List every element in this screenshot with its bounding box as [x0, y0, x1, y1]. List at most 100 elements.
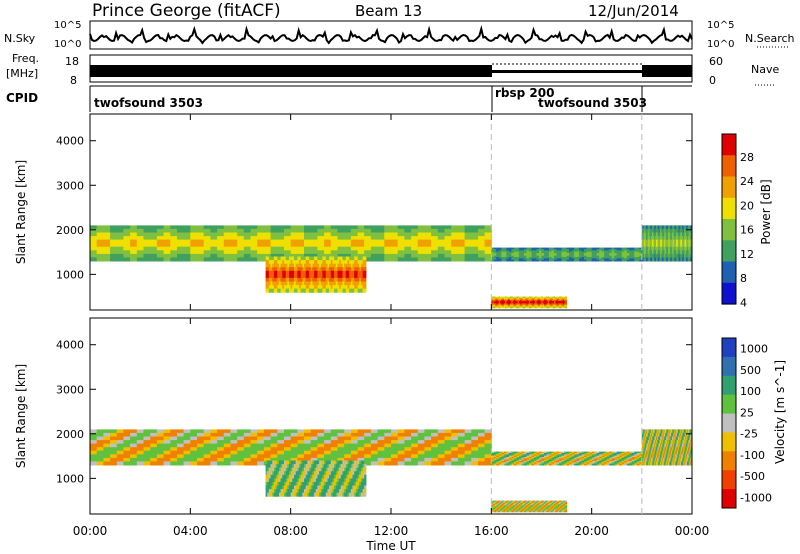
echo-cell	[190, 432, 198, 437]
echo-cell	[330, 460, 333, 465]
echo-cell	[671, 228, 674, 233]
echo-cell	[516, 306, 519, 309]
echo-cell	[110, 429, 118, 434]
echo-cell	[639, 250, 643, 253]
echo-cell	[327, 474, 330, 479]
echo-cell	[619, 250, 623, 253]
echo-cell	[170, 232, 178, 237]
echo-cell	[502, 505, 505, 507]
echo-cell	[539, 451, 542, 454]
echo-cell	[616, 451, 620, 454]
echo-cell	[263, 440, 272, 445]
echo-cell	[674, 232, 676, 237]
echo-cell	[287, 464, 290, 469]
echo-cell	[116, 257, 124, 262]
echo-cell	[535, 296, 537, 299]
echo-cell	[531, 451, 535, 454]
echo-cell	[549, 296, 551, 299]
echo-cell	[335, 274, 338, 279]
echo-cell	[354, 277, 357, 282]
echo-cell	[377, 253, 385, 258]
echo-cell	[491, 301, 494, 303]
echo-cell	[203, 228, 211, 233]
echo-cell	[339, 481, 342, 486]
echo-cell	[498, 253, 502, 255]
echo-cell	[639, 451, 643, 454]
echo-cell	[536, 298, 539, 301]
echo-cell	[522, 305, 525, 308]
echo-cell	[656, 232, 658, 237]
echo-cell	[364, 436, 372, 441]
echo-cell	[294, 464, 297, 469]
echo-cell	[495, 304, 497, 306]
echo-cell	[571, 253, 575, 255]
echo-cell	[544, 454, 547, 457]
echo-cell	[352, 467, 355, 472]
echo-cell	[315, 288, 318, 293]
echo-cell	[599, 459, 603, 462]
echo-cell	[508, 257, 512, 259]
echo-cell	[284, 246, 292, 251]
echo-cell	[501, 300, 504, 302]
echo-cell	[360, 285, 364, 290]
echo-cell	[596, 463, 600, 466]
echo-cell	[197, 454, 205, 459]
echo-cell	[263, 239, 272, 244]
echo-cell	[334, 256, 337, 261]
echo-cell	[561, 300, 564, 302]
echo-cell	[325, 485, 328, 490]
echo-cell	[619, 247, 623, 250]
echo-cell	[549, 251, 552, 254]
echo-cell	[397, 257, 405, 262]
echo-cell	[500, 501, 502, 504]
echo-cell	[270, 471, 273, 476]
echo-cell	[561, 458, 565, 461]
echo-cell	[531, 453, 535, 455]
echo-cell	[501, 296, 504, 299]
echo-cell	[652, 232, 654, 237]
echo-cell	[325, 281, 328, 286]
echo-cell	[651, 253, 654, 258]
echo-cell	[544, 255, 547, 258]
echo-cell	[265, 263, 268, 268]
echo-cell	[686, 228, 688, 233]
echo-cell	[661, 239, 664, 244]
echo-cell	[501, 506, 504, 508]
echo-cell	[277, 447, 285, 452]
echo-cell	[668, 250, 670, 255]
echo-cell	[624, 461, 628, 463]
echo-cell	[569, 254, 573, 257]
echo-cell	[319, 277, 322, 282]
echo-cell	[290, 243, 298, 248]
echo-cell	[619, 258, 623, 261]
echo-cell	[648, 228, 650, 233]
echo-cell	[177, 461, 185, 466]
echo-cell	[609, 462, 613, 465]
echo-cell	[190, 429, 198, 434]
echo-cell	[621, 258, 625, 261]
echo-cell	[614, 453, 618, 455]
echo-cell	[579, 455, 583, 458]
echo-cell	[506, 506, 509, 508]
echo-cell	[431, 250, 439, 255]
echo-cell	[541, 306, 544, 309]
echo-cell	[661, 228, 663, 233]
echo-cell	[501, 457, 505, 459]
echo-cell	[496, 462, 500, 465]
echo-cell	[689, 246, 691, 251]
echo-cell	[279, 267, 282, 272]
echo-cell	[268, 277, 272, 282]
echo-cell	[309, 285, 312, 290]
echo-cell	[541, 251, 545, 254]
echo-cell	[534, 255, 537, 258]
echo-cell	[210, 243, 218, 248]
echo-cell	[654, 250, 656, 255]
echo-cell	[297, 450, 305, 455]
echo-cell	[571, 462, 575, 465]
echo-cell	[594, 459, 598, 462]
echo-cell	[545, 297, 548, 300]
echo-cell	[502, 296, 505, 299]
echo-cell	[676, 257, 679, 262]
echo-cell	[299, 263, 302, 268]
echo-cell	[507, 301, 510, 303]
